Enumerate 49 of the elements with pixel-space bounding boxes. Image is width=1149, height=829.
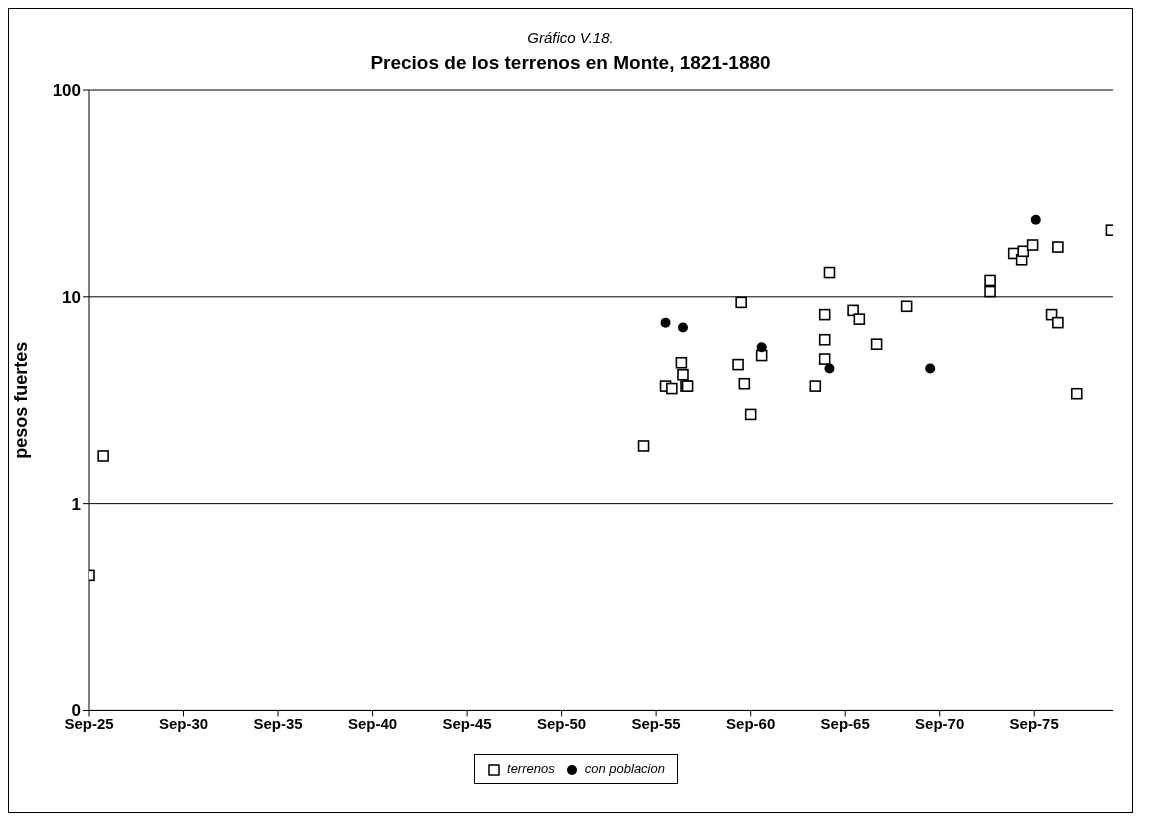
legend-label: con poblacion (583, 761, 665, 777)
point (1052, 241, 1064, 253)
point (818, 308, 831, 321)
point (984, 285, 996, 298)
point (675, 356, 688, 369)
point (823, 266, 836, 279)
x-tick-label: Sep-35 (253, 715, 303, 733)
y-tick-label: 1 (71, 494, 81, 514)
x-tick-label: Sep-40 (347, 715, 398, 733)
x-tick-label: Sep-50 (537, 715, 587, 733)
x-tick-label: Sep-30 (158, 715, 209, 733)
chart-subtitle: Gráfico V.18. (526, 29, 615, 46)
y-axis-title: pesos fuertes (11, 341, 32, 459)
point (677, 368, 689, 381)
x-tick-label: Sep-55 (631, 715, 681, 733)
point (809, 380, 822, 392)
point (637, 440, 650, 452)
chart-title: Precios de los terrenos en Monte, 1821-1880 (369, 52, 772, 74)
x-tick-label: Sep-65 (820, 715, 870, 733)
point (97, 450, 109, 462)
x-tick-label: Sep-70 (915, 715, 965, 733)
point (818, 333, 831, 346)
x-tick-label: Sep-75 (1009, 715, 1059, 733)
point (870, 338, 883, 350)
point (756, 342, 767, 353)
point (1026, 239, 1039, 251)
point (1030, 214, 1041, 225)
point (824, 363, 835, 374)
point (732, 358, 744, 371)
point (738, 377, 751, 390)
x-tick-label: Sep-25 (64, 715, 114, 733)
point (666, 382, 678, 395)
point (984, 274, 996, 287)
point (1052, 316, 1064, 329)
point (900, 300, 913, 313)
y-tick-label: 100 (52, 81, 81, 101)
point (1017, 245, 1030, 258)
point (735, 296, 747, 309)
point (1070, 387, 1083, 400)
point (677, 322, 688, 333)
point (925, 363, 936, 374)
x-tick-label: Sep-60 (726, 715, 776, 733)
point (853, 313, 866, 325)
point (660, 317, 671, 328)
point (818, 353, 831, 365)
x-tick-label: Sep-45 (442, 715, 492, 733)
y-tick-label: 10 (62, 287, 81, 307)
legend-label: terrenos (506, 761, 555, 777)
point (744, 408, 757, 421)
